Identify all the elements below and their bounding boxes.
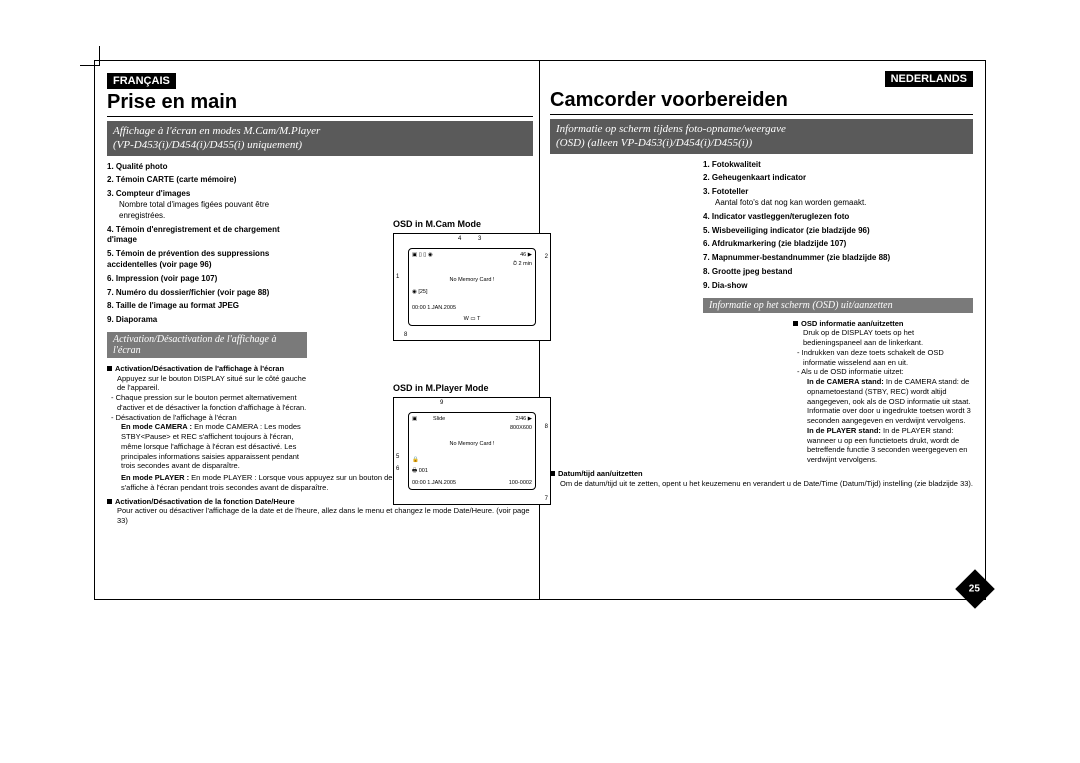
subtitle-line2: (OSD) (alleen VP-D453(i)/D454(i)/D455(i)… bbox=[556, 137, 752, 149]
lang-label-fr: FRANÇAIS bbox=[107, 73, 176, 89]
title-fr: Prise en main bbox=[107, 91, 533, 117]
right-column: NEDERLANDS Camcorder voorbereiden Inform… bbox=[540, 61, 985, 599]
osd-mcam-diagram: OSD in M.Cam Mode ▣ ▯ ▯ ◉ 46 ▶ ⏱ 2 min N… bbox=[393, 219, 551, 341]
subtitle-line1: Affichage à l'écran en modes M.Cam/M.Pla… bbox=[113, 125, 320, 137]
body-nl: OSD informatie aan/uitzetten Druk op de … bbox=[793, 319, 973, 465]
osd-mplayer-diagram: OSD in M.Player Mode ▣ Slide 2/46 ▶ 800X… bbox=[393, 383, 551, 505]
page-number: 25 bbox=[955, 569, 995, 609]
subtitle-line2: (VP-D453(i)/D454(i)/D455(i) uniquement) bbox=[113, 139, 302, 151]
section-band-fr: Activation/Désactivation de l'affichage … bbox=[107, 332, 307, 358]
feature-list-fr: 1. Qualité photo 2. Témoin CARTE (carte … bbox=[107, 162, 307, 326]
lang-label-nl: NEDERLANDS bbox=[885, 71, 973, 87]
feature-list-nl: 1. Fotokwaliteit 2. Geheugenkaart indica… bbox=[703, 160, 973, 292]
subtitle-line1: Informatie op scherm tijdens foto-opname… bbox=[556, 123, 786, 135]
manual-page: FRANÇAIS Prise en main Affichage à l'écr… bbox=[94, 60, 986, 600]
section-band-nl: Informatie op het scherm (OSD) uit/aanze… bbox=[703, 298, 973, 313]
subtitle-nl: Informatie op scherm tijdens foto-opname… bbox=[550, 119, 973, 154]
title-nl: Camcorder voorbereiden bbox=[550, 89, 973, 115]
subtitle-fr: Affichage à l'écran en modes M.Cam/M.Pla… bbox=[107, 121, 533, 156]
body-fr: Activation/Désactivation de l'affichage … bbox=[107, 364, 307, 471]
